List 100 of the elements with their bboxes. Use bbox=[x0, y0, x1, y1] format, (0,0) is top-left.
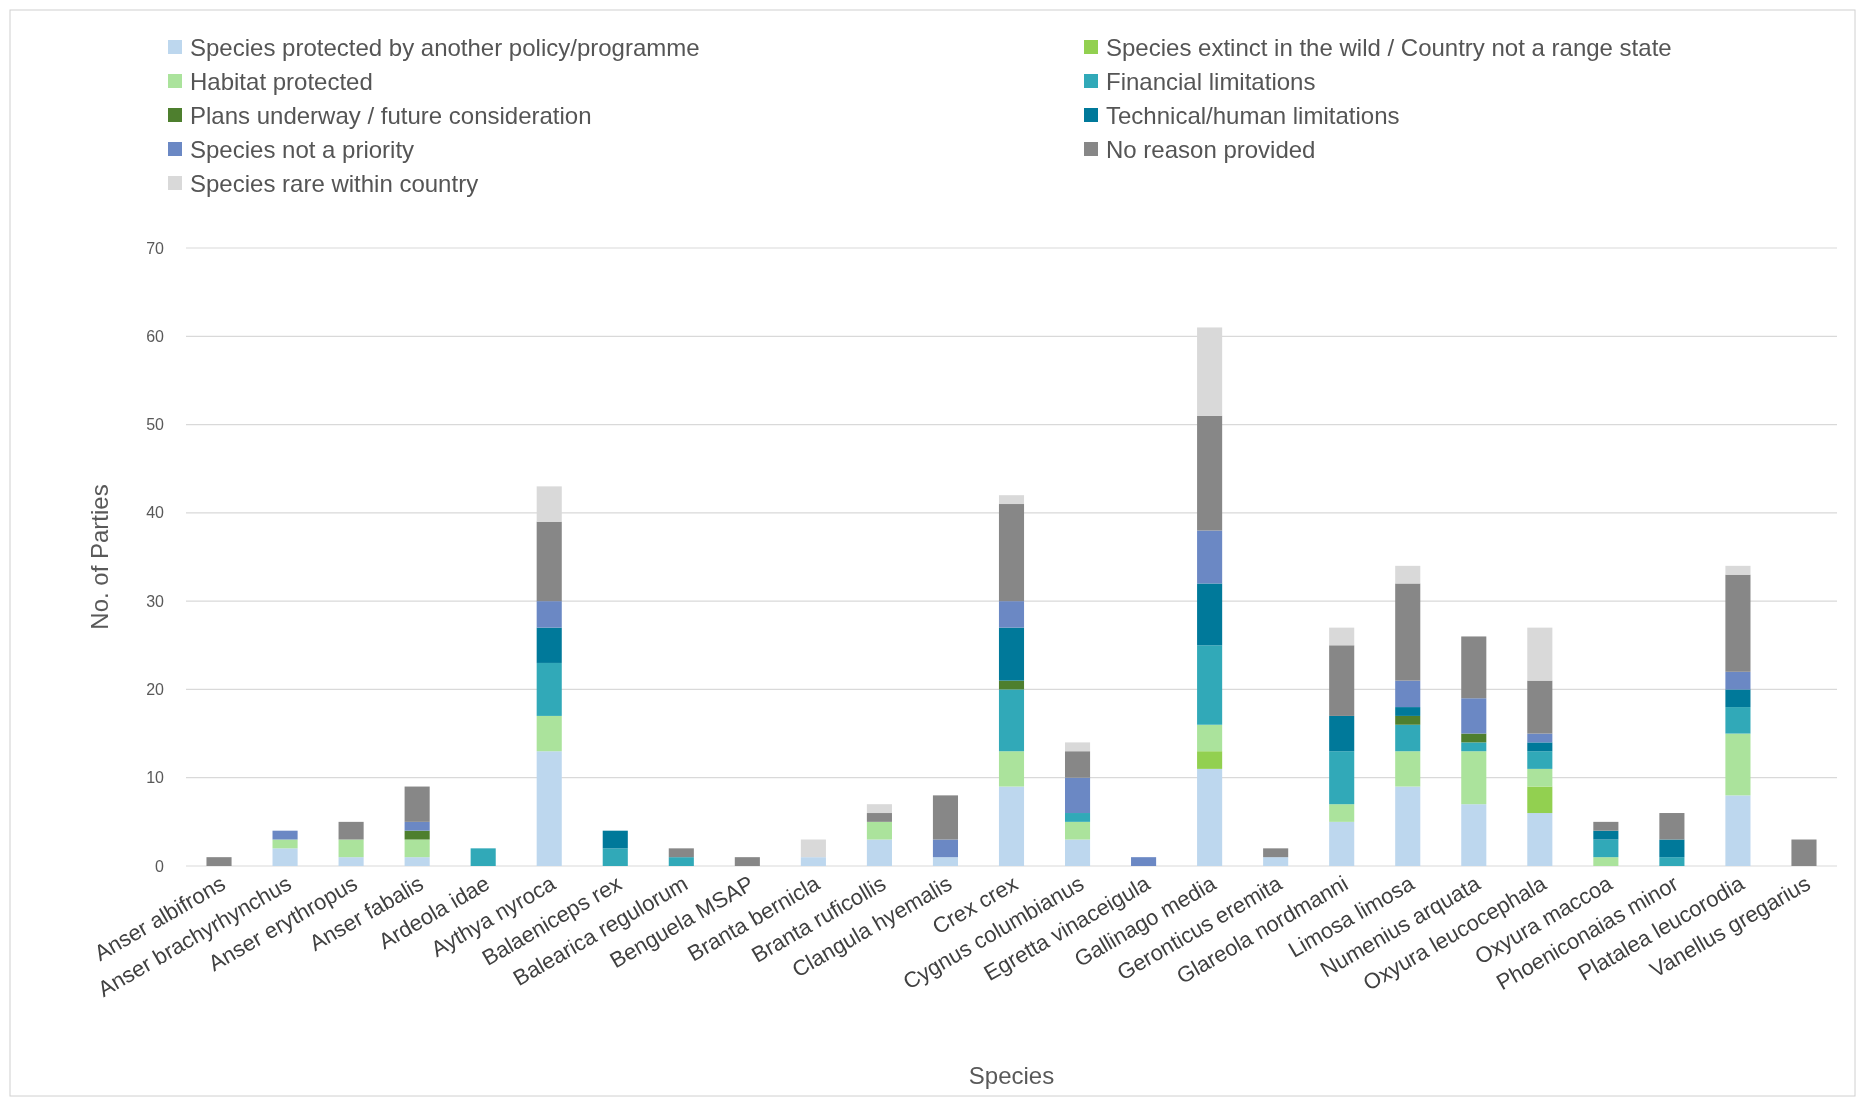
bar bbox=[536, 715, 562, 752]
bar bbox=[1197, 530, 1223, 584]
bar bbox=[866, 839, 892, 866]
bar bbox=[998, 751, 1025, 787]
bar bbox=[272, 848, 298, 866]
bar bbox=[1197, 768, 1223, 866]
bar bbox=[404, 786, 430, 822]
bar bbox=[1725, 689, 1751, 708]
bar bbox=[1527, 786, 1553, 814]
bar bbox=[536, 751, 562, 866]
bar bbox=[1791, 839, 1817, 866]
legend-label: Plans underway / future consideration bbox=[190, 102, 592, 130]
bar bbox=[1461, 636, 1487, 699]
bar bbox=[1725, 707, 1751, 734]
bar bbox=[536, 627, 562, 663]
legend-label: Habitat protected bbox=[190, 68, 373, 96]
y-tick-label: 0 bbox=[155, 857, 165, 875]
bar bbox=[1395, 565, 1421, 584]
bar bbox=[1461, 742, 1487, 752]
y-tick-label: 30 bbox=[146, 592, 165, 610]
bar bbox=[1395, 680, 1421, 708]
bar bbox=[1263, 857, 1289, 866]
bar bbox=[338, 821, 364, 840]
bar bbox=[338, 839, 364, 858]
y-tick-label: 20 bbox=[146, 681, 165, 699]
bar bbox=[1527, 742, 1553, 752]
bar bbox=[1593, 830, 1619, 840]
legend-label: No reason provided bbox=[1106, 136, 1316, 164]
bar bbox=[1659, 813, 1685, 840]
bar bbox=[404, 830, 430, 840]
bar bbox=[1395, 786, 1421, 866]
bar bbox=[1527, 627, 1553, 681]
bar bbox=[1527, 768, 1553, 787]
bar bbox=[998, 786, 1025, 866]
bar bbox=[932, 839, 959, 858]
bar bbox=[1197, 645, 1223, 725]
bar bbox=[470, 848, 496, 866]
bar bbox=[998, 680, 1025, 690]
bar bbox=[1725, 733, 1751, 796]
bar bbox=[668, 857, 694, 866]
bar bbox=[272, 839, 298, 849]
bar bbox=[1725, 671, 1751, 690]
y-tick-label: 70 bbox=[146, 239, 165, 257]
bar bbox=[1395, 707, 1421, 716]
y-tick-label: 40 bbox=[146, 504, 165, 522]
y-tick-label: 10 bbox=[146, 769, 165, 787]
bar bbox=[1593, 821, 1619, 831]
bar bbox=[668, 848, 694, 858]
bar bbox=[866, 804, 892, 814]
bar bbox=[1725, 574, 1751, 672]
bar bbox=[998, 504, 1025, 602]
bar bbox=[998, 627, 1025, 681]
legend-label: Species rare within country bbox=[190, 170, 479, 198]
bar bbox=[404, 839, 430, 858]
bar bbox=[1395, 751, 1421, 787]
bar bbox=[866, 821, 892, 840]
bar bbox=[536, 662, 562, 716]
bar bbox=[998, 495, 1025, 505]
bar bbox=[1395, 715, 1421, 725]
bar bbox=[1527, 813, 1553, 866]
bar bbox=[536, 601, 562, 628]
bar bbox=[1131, 857, 1157, 866]
bar bbox=[1064, 821, 1091, 840]
bar bbox=[1461, 733, 1487, 743]
bar bbox=[866, 813, 892, 822]
bar bbox=[1197, 751, 1223, 769]
bar bbox=[1064, 839, 1091, 866]
bar bbox=[1395, 583, 1421, 681]
bar bbox=[1064, 777, 1091, 814]
y-tick-label: 60 bbox=[146, 327, 165, 345]
bar bbox=[602, 830, 628, 849]
bar bbox=[1329, 627, 1355, 646]
y-tick-label: 50 bbox=[146, 416, 165, 434]
bar bbox=[998, 601, 1025, 628]
legend-label: Species extinct in the wild / Country not a range state bbox=[1106, 34, 1672, 62]
bar bbox=[272, 830, 298, 840]
bar bbox=[602, 848, 628, 866]
bar bbox=[998, 689, 1025, 752]
bar bbox=[1725, 565, 1751, 575]
bar bbox=[1461, 698, 1487, 734]
bar bbox=[1461, 804, 1487, 866]
bar bbox=[1197, 724, 1223, 752]
bar bbox=[932, 795, 959, 840]
legend-label: Technical/human limitations bbox=[1106, 102, 1400, 130]
bar bbox=[1461, 751, 1487, 805]
legend-label: Species protected by another policy/programme bbox=[190, 34, 700, 62]
bar bbox=[536, 521, 562, 602]
bar bbox=[1593, 857, 1619, 866]
bar bbox=[1527, 680, 1553, 734]
bar bbox=[1197, 583, 1223, 646]
bar bbox=[1329, 645, 1355, 716]
bar bbox=[1527, 751, 1553, 769]
bar bbox=[1263, 848, 1289, 858]
legend-label: Financial limitations bbox=[1106, 68, 1316, 96]
bar bbox=[1395, 724, 1421, 752]
bar bbox=[800, 839, 826, 858]
bar bbox=[1064, 813, 1091, 822]
bar bbox=[1329, 715, 1355, 752]
bar bbox=[1197, 415, 1223, 531]
bar bbox=[1064, 751, 1091, 778]
